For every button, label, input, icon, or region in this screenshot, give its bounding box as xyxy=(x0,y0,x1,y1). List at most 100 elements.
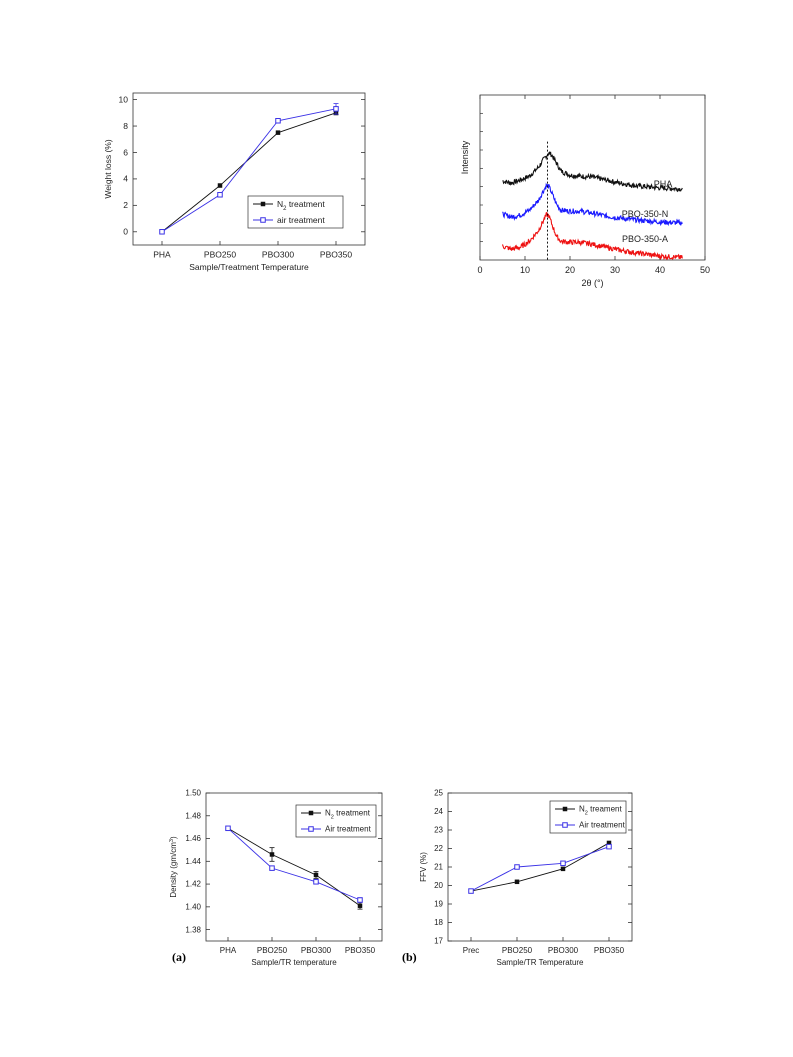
legend-label: air treatment xyxy=(277,215,325,225)
legend-label: N2 treatment xyxy=(325,809,371,821)
x-tick-label: PHA xyxy=(220,946,237,955)
x-tick-label: 30 xyxy=(610,265,620,275)
data-point xyxy=(606,840,612,846)
x-axis-label: Sample/TR temperature xyxy=(251,958,337,967)
data-point xyxy=(606,843,612,850)
x-tick-label: Prec xyxy=(463,946,479,955)
legend-label: N2 treament xyxy=(579,805,622,817)
y-tick-label: 23 xyxy=(434,826,443,835)
legend-label: N2 treatment xyxy=(277,199,325,212)
data-point xyxy=(159,229,165,235)
y-tick-label: 4 xyxy=(123,174,128,184)
data-point xyxy=(269,865,275,871)
y-axis-label: Density (gm/cm3) xyxy=(169,836,178,898)
data-point xyxy=(468,888,474,894)
data-point xyxy=(275,130,281,135)
data-point xyxy=(560,860,566,867)
series-label: PBO-350-N xyxy=(622,209,669,219)
x-tick-label: PHA xyxy=(153,250,171,260)
legend-label: Air treatment xyxy=(579,821,626,830)
legend-marker xyxy=(308,810,314,816)
xrd-curve xyxy=(502,182,683,227)
series-line xyxy=(161,112,337,233)
data-point xyxy=(269,852,275,857)
plot-frame xyxy=(205,792,383,942)
panel-label-b: (b) xyxy=(402,950,417,964)
data-point xyxy=(313,879,319,885)
panel-label-a: (a) xyxy=(172,950,186,964)
y-tick-label: 1.48 xyxy=(185,811,201,820)
series-label: PBO-350-A xyxy=(622,234,668,244)
x-tick-label: PBO300 xyxy=(548,946,579,955)
legend-marker xyxy=(562,806,568,812)
x-tick-label: 10 xyxy=(520,265,530,275)
y-tick-label: 24 xyxy=(434,807,443,816)
legend-label: Air treatment xyxy=(325,825,372,834)
plot-frame xyxy=(132,92,366,246)
y-tick-label: 6 xyxy=(123,147,128,157)
series-line xyxy=(161,108,337,233)
data-point xyxy=(514,879,520,885)
series-line xyxy=(470,842,610,892)
series-line xyxy=(227,827,361,907)
xrd-curve xyxy=(502,151,683,193)
legend-marker xyxy=(562,822,568,828)
x-tick-label: 20 xyxy=(565,265,575,275)
y-axis-label: Weight loss (%) xyxy=(103,139,113,199)
x-tick-label: PBO300 xyxy=(301,946,332,955)
data-point xyxy=(225,825,231,832)
x-axis-label: 2θ (°) xyxy=(581,278,603,288)
x-tick-label: 40 xyxy=(655,265,665,275)
x-tick-label: PBO250 xyxy=(502,946,533,955)
series-line xyxy=(470,846,610,892)
x-tick-label: PBO300 xyxy=(262,250,294,260)
xrd-curve xyxy=(501,211,683,261)
data-point xyxy=(357,897,363,903)
data-point xyxy=(333,106,339,112)
ffv-chart: 17 18 19 20 21 22 23 24 25 Prec PBO250 PBO300 PBO350… xyxy=(419,789,633,967)
y-tick-label: 1.42 xyxy=(185,880,201,889)
x-tick-label: PBO250 xyxy=(204,250,236,260)
y-tick-label: 21 xyxy=(434,863,443,872)
y-tick-label: 1.50 xyxy=(185,789,201,798)
data-point xyxy=(275,118,281,124)
y-tick-label: 22 xyxy=(434,844,443,853)
y-tick-label: 25 xyxy=(434,789,443,798)
weight-loss-chart: 0 2 4 6 8 10 PHA PBO250 PBO300 PBO350 Sample/Treat… xyxy=(103,92,366,272)
legend-marker xyxy=(308,826,314,832)
y-tick-label: 1.46 xyxy=(185,834,201,843)
data-point xyxy=(357,903,363,908)
data-point xyxy=(514,864,520,870)
legend-marker xyxy=(260,217,266,223)
xrd-chart: 0 10 20 30 40 50 2θ (°) Intensity PHA PBO-350-N PB… xyxy=(460,94,710,288)
x-tick-label: PBO350 xyxy=(320,250,352,260)
x-tick-label: PBO350 xyxy=(594,946,625,955)
data-point xyxy=(217,183,223,188)
y-tick-label: 1.38 xyxy=(185,925,201,934)
y-tick-label: 17 xyxy=(434,937,443,946)
y-tick-label: 1.44 xyxy=(185,857,201,866)
x-tick-label: PBO250 xyxy=(257,946,288,955)
plot-frame xyxy=(479,94,706,261)
data-point xyxy=(560,866,566,872)
x-axis-label: Sample/Treatment Temperature xyxy=(189,262,309,272)
x-axis-label: Sample/TR Temperature xyxy=(497,958,585,967)
series-label: PHA xyxy=(654,179,673,189)
y-tick-label: 10 xyxy=(119,94,129,104)
y-tick-label: 1.40 xyxy=(185,903,201,912)
y-tick-label: 2 xyxy=(123,200,128,210)
y-tick-label: 8 xyxy=(123,121,128,131)
y-axis-label: FFV (%) xyxy=(419,852,428,882)
x-tick-label: 50 xyxy=(700,265,710,275)
y-tick-label: 19 xyxy=(434,900,443,909)
density-chart: 1.38 1.40 1.42 1.44 1.46 1.48 1.50 PHA PBO250 PBO… xyxy=(169,789,383,967)
series-line xyxy=(227,827,361,901)
data-point xyxy=(313,872,319,878)
x-tick-label: PBO350 xyxy=(345,946,376,955)
x-tick-label: 0 xyxy=(477,265,482,275)
data-point xyxy=(217,192,223,198)
legend-marker xyxy=(260,201,266,207)
y-tick-label: 20 xyxy=(434,881,443,890)
y-axis-label: Intensity xyxy=(460,140,470,174)
y-tick-label: 18 xyxy=(434,918,443,927)
